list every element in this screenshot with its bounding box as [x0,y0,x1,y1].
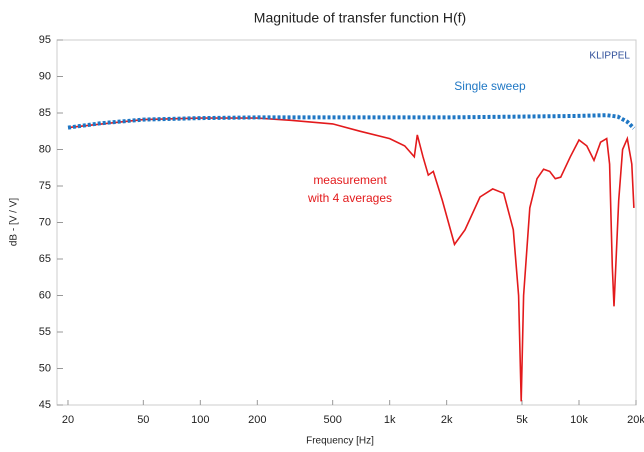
y-tick-label: 95 [39,34,51,46]
x-tick-label: 5k [516,414,528,426]
x-tick-label: 500 [323,414,341,426]
y-tick-label: 80 [39,143,51,155]
chart-title: Magnitude of transfer function H(f) [254,10,466,26]
x-tick-label: 1k [384,414,396,426]
y-tick-label: 50 [39,362,51,374]
data-line [67,113,636,130]
x-tick-label: 2k [441,414,453,426]
x-tick-label: 50 [137,414,149,426]
x-tick-label: 20k [627,414,644,426]
annotation: KLIPPEL [589,51,630,62]
y-tick-label: 60 [39,289,51,301]
y-tick-label: 45 [39,399,51,411]
annotation: measurement [313,173,387,187]
annotation: Single sweep [454,79,526,93]
x-tick-label: 100 [191,414,209,426]
y-axis-label: dB - [V / V] [9,198,20,247]
x-tick-label: 200 [248,414,266,426]
x-tick-label: 10k [570,414,588,426]
data-line [67,117,635,402]
y-tick-label: 90 [39,70,51,82]
x-tick-label: 20 [62,414,74,426]
plot-frame [56,39,637,406]
y-tick-label: 55 [39,326,51,338]
y-tick-label: 75 [39,180,51,192]
y-tick-label: 85 [39,107,51,119]
y-tick-label: 65 [39,253,51,265]
x-axis-label: Frequency [Hz] [306,436,374,447]
annotation: with 4 averages [307,191,392,205]
y-tick-label: 70 [39,216,51,228]
